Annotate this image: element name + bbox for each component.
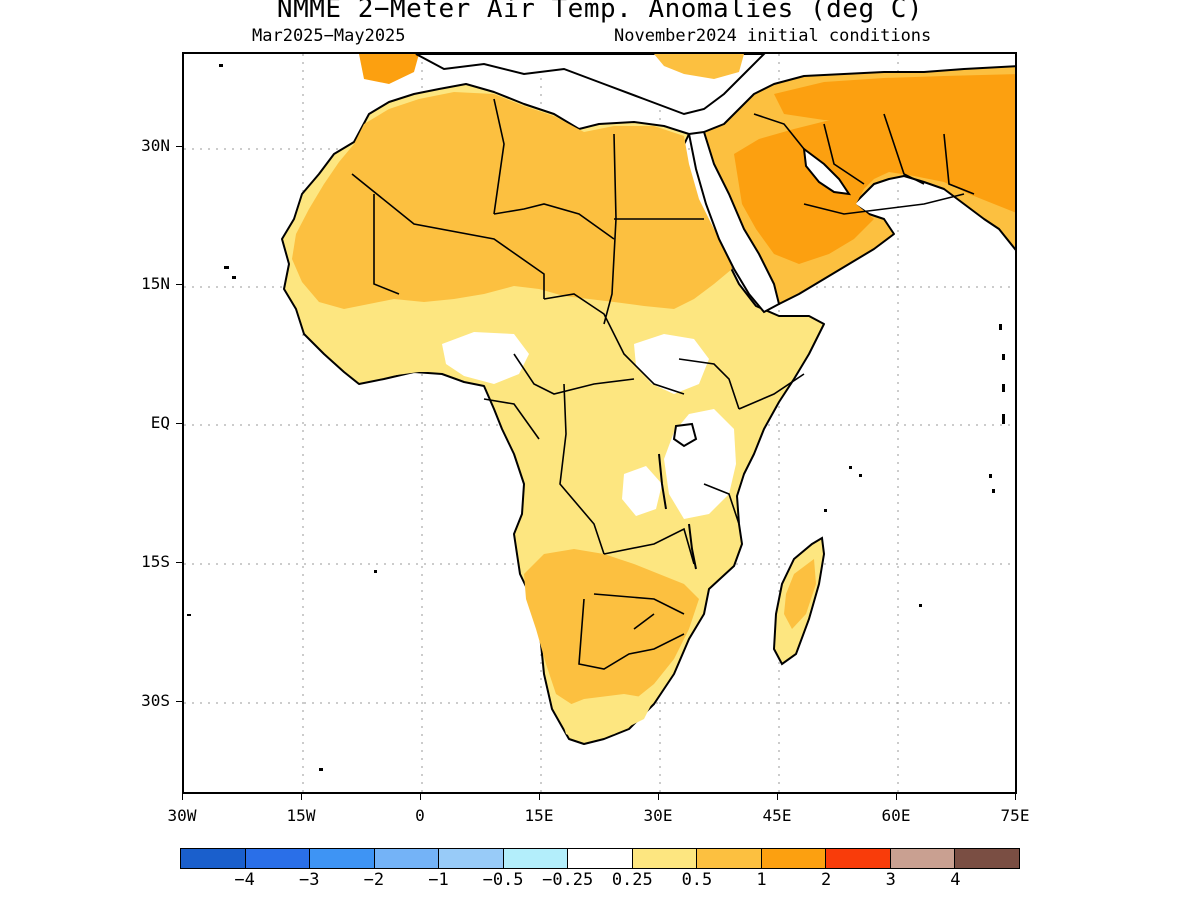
- sahara-moderate-anomaly: [292, 92, 732, 309]
- mediterranean-north-strong: [359, 54, 419, 84]
- southern-africa-moderate-anomaly: [524, 549, 699, 714]
- legend-swatch: [374, 849, 440, 868]
- legend-label: −3: [298, 870, 320, 890]
- legend-swatch: [181, 849, 246, 868]
- legend-label: 0.25: [611, 870, 653, 890]
- near-normal-horn: [634, 334, 709, 394]
- y-label-30n: 30N: [141, 136, 170, 155]
- color-legend-bar: [180, 848, 1020, 869]
- lake-malawi: [688, 523, 697, 570]
- madagascar-moderate: [784, 559, 816, 629]
- x-label-45e: 45E: [762, 806, 792, 825]
- y-tick: [176, 562, 182, 563]
- x-label-15e: 15E: [524, 806, 554, 825]
- legend-label: 0.5: [681, 870, 713, 890]
- map-panel: [182, 52, 1017, 794]
- x-label-60e: 60E: [881, 806, 911, 825]
- y-tick: [176, 701, 182, 702]
- x-tick: [539, 794, 540, 800]
- legend-swatch: [890, 849, 956, 868]
- x-tick: [301, 794, 302, 800]
- legend-swatch: [697, 849, 762, 868]
- legend-label: 1: [756, 870, 767, 890]
- legend-label: 3: [885, 870, 896, 890]
- forecast-period: Mar2025−May2025: [252, 26, 406, 46]
- x-label-30w: 30W: [167, 806, 197, 825]
- legend-label: −4: [234, 870, 255, 890]
- x-tick: [420, 794, 421, 800]
- legend-label: −0.25: [542, 870, 594, 890]
- x-tick: [896, 794, 897, 800]
- anomaly-map: [184, 54, 1015, 792]
- lake-tanganyika: [658, 453, 667, 510]
- legend-label: −0.5: [482, 870, 524, 890]
- y-label-eq: EQ: [150, 413, 170, 432]
- iran-strong-anomaly: [774, 74, 1015, 126]
- legend-swatch: [503, 849, 569, 868]
- x-tick: [777, 794, 778, 800]
- legend-swatch: [568, 849, 633, 868]
- country-borders: [351, 98, 975, 670]
- y-label-15s: 15S: [141, 552, 170, 571]
- legend-label: 4: [950, 870, 961, 890]
- south-tip-light: [559, 694, 654, 742]
- near-normal-west-africa: [442, 332, 529, 384]
- legend-swatch: [245, 849, 311, 868]
- lake-victoria: [672, 422, 698, 448]
- legend-swatch: [955, 849, 1019, 868]
- y-label-15n: 15N: [141, 274, 170, 293]
- legend-swatch: [761, 849, 827, 868]
- x-tick: [1015, 794, 1016, 800]
- persian-gulf: [802, 146, 852, 196]
- legend-label: −2: [363, 870, 385, 890]
- initial-conditions: November2024 initial conditions: [614, 26, 932, 46]
- europe-anomaly-fragment: [654, 54, 744, 79]
- y-label-30s: 30S: [141, 691, 170, 710]
- y-tick: [176, 284, 182, 285]
- near-normal-congo: [622, 466, 662, 516]
- map-title: NMME 2−Meter Air Temp. Anomalies (deg C): [276, 0, 924, 24]
- red-sea: [687, 130, 781, 314]
- legend-swatch: [632, 849, 698, 868]
- legend-swatch: [439, 849, 504, 868]
- x-label-75e: 75E: [1000, 806, 1030, 825]
- islands: [187, 64, 1005, 771]
- x-label-15w: 15W: [286, 806, 316, 825]
- legend-swatch: [826, 849, 891, 868]
- y-tick: [176, 423, 182, 424]
- x-label-30e: 30E: [643, 806, 673, 825]
- legend-swatch: [310, 849, 375, 868]
- x-label-0: 0: [415, 806, 425, 825]
- x-tick: [182, 794, 183, 800]
- y-tick: [176, 146, 182, 147]
- x-tick: [658, 794, 659, 800]
- legend-label: 2: [821, 870, 832, 890]
- legend-label: −1: [428, 870, 449, 890]
